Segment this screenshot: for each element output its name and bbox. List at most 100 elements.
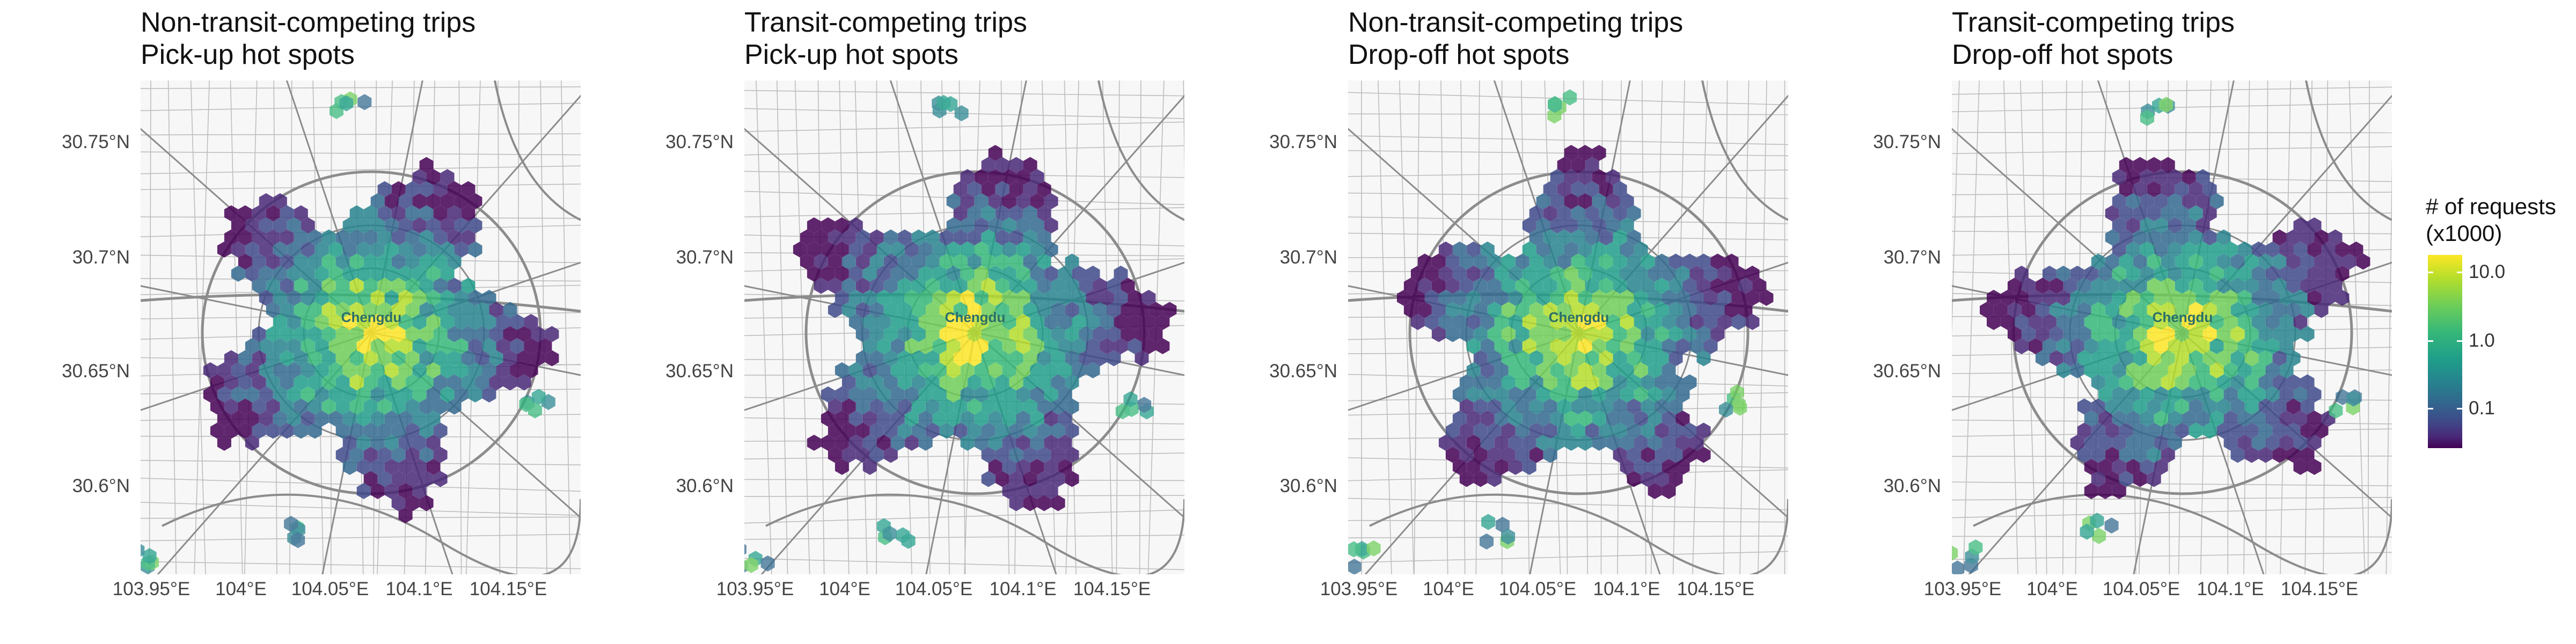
hex-cell xyxy=(1522,290,1536,306)
hex-cell xyxy=(2265,338,2280,354)
hex-cell xyxy=(2272,229,2287,246)
hex-cell xyxy=(1599,422,1613,439)
hex-cell xyxy=(953,374,968,391)
hex-cell xyxy=(1613,422,1627,439)
hex-cell xyxy=(925,302,940,318)
hex-cell xyxy=(224,350,238,367)
hex-cell xyxy=(1543,447,1557,463)
minor-road xyxy=(744,509,1184,524)
hex-cell xyxy=(1613,350,1627,367)
hex-cell xyxy=(995,398,1009,415)
hex-cell xyxy=(855,302,870,318)
hex-cell xyxy=(2230,374,2245,391)
hex-cell xyxy=(1417,277,1432,294)
hex-cell xyxy=(1627,253,1641,270)
hex-cell xyxy=(412,483,427,499)
hex-cell xyxy=(1564,362,1578,378)
hex-cell xyxy=(426,193,441,209)
hex-cell xyxy=(1481,514,1496,530)
hex-cell xyxy=(2161,157,2175,173)
hex-cell xyxy=(447,350,462,367)
hex-cell xyxy=(1745,314,1760,330)
hex-cell xyxy=(454,217,469,233)
hex-cell xyxy=(995,326,1009,342)
hex-cell xyxy=(897,302,912,318)
hex-cell xyxy=(1438,290,1453,306)
hex-cell xyxy=(2293,459,2308,475)
hex-cell xyxy=(988,193,1002,209)
hex-cell xyxy=(2209,386,2224,402)
hex-cell xyxy=(1641,471,1655,487)
hex-cell xyxy=(531,326,545,342)
hex-cell xyxy=(349,229,364,246)
hex-cell xyxy=(384,217,399,233)
hex-cell xyxy=(1543,374,1557,391)
hex-cell xyxy=(335,277,350,294)
hex-cell xyxy=(370,241,385,258)
hex-cell xyxy=(821,411,835,427)
hex-cell xyxy=(1044,193,1058,209)
hex-cell xyxy=(1550,314,1564,330)
hex-cell xyxy=(342,217,357,233)
hex-cell xyxy=(1557,350,1571,367)
hex-cell xyxy=(370,386,385,402)
hex-cell xyxy=(2168,290,2182,306)
hex-cell xyxy=(2091,302,2105,318)
hex-cell xyxy=(384,459,399,475)
hex-cell xyxy=(2084,411,2098,427)
hex-cell xyxy=(2049,350,2063,367)
hex-cell xyxy=(377,471,392,487)
hex-cell xyxy=(1051,495,1065,511)
hex-cell xyxy=(883,229,898,246)
hex-cell xyxy=(1703,266,1718,282)
hex-cell xyxy=(2105,447,2119,463)
hex-cell xyxy=(911,229,926,246)
hex-cell xyxy=(1044,411,1058,427)
hex-cell xyxy=(287,411,301,427)
hex-cell xyxy=(1529,253,1543,270)
hex-cell xyxy=(960,217,975,233)
minor-road xyxy=(141,533,581,541)
hex-cell xyxy=(426,386,441,402)
hex-cell xyxy=(1459,302,1474,318)
hex-cell xyxy=(800,253,814,270)
hex-cell xyxy=(1613,205,1627,222)
hex-cell xyxy=(1668,398,1683,415)
minor-road xyxy=(744,558,1184,570)
hex-cell xyxy=(1606,193,1620,209)
hex-cell xyxy=(1980,302,1994,318)
hex-cell xyxy=(946,362,961,378)
hex-cell xyxy=(1065,447,1079,463)
hex-cell xyxy=(433,253,448,270)
hex-cell xyxy=(370,193,385,209)
hex-cell xyxy=(419,302,434,318)
hex-cell xyxy=(391,471,406,487)
hex-cell xyxy=(2092,528,2106,544)
panel-title-line1: Non-transit-competing trips xyxy=(1348,7,1684,38)
hex-cell xyxy=(2112,241,2126,258)
hex-cell xyxy=(2056,362,2070,378)
hex-cell xyxy=(1452,241,1467,258)
hex-cell xyxy=(2216,229,2231,246)
hex-cell xyxy=(2182,362,2196,378)
hex-cell xyxy=(2105,350,2119,367)
hex-cell xyxy=(2070,314,2084,330)
hex-cell xyxy=(960,314,975,330)
hex-cell xyxy=(259,338,273,354)
hex-cell xyxy=(245,338,259,354)
hex-cell xyxy=(1613,229,1627,246)
hex-cell xyxy=(308,326,322,342)
hex-cell xyxy=(2119,229,2133,246)
hex-cell xyxy=(1030,193,1044,209)
hex-cell xyxy=(1155,314,1170,330)
hex-cell xyxy=(2216,253,2231,270)
hex-cell xyxy=(1522,435,1536,451)
hex-cell xyxy=(356,314,371,330)
hex-cell xyxy=(2168,338,2182,354)
hex-cell xyxy=(1682,422,1697,439)
hex-cell xyxy=(1473,253,1488,270)
hex-cell xyxy=(1620,217,1634,233)
hex-cell xyxy=(224,398,238,415)
hex-cell xyxy=(2202,302,2217,318)
hex-cell xyxy=(1557,302,1571,318)
